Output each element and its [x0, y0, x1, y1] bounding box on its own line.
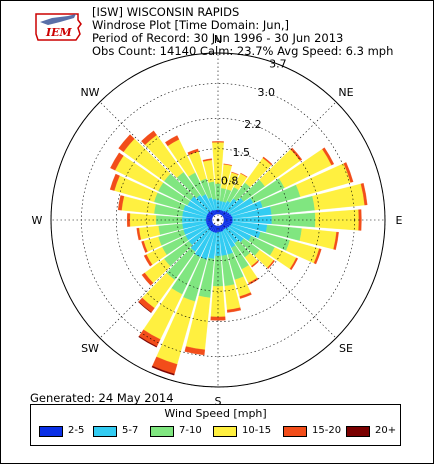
wedge-290-15-20 — [109, 173, 120, 191]
logo-text: IEM — [45, 26, 73, 39]
legend-swatch — [283, 426, 307, 437]
legend-swatch — [346, 426, 370, 437]
wedge-320-15-20 — [141, 130, 157, 146]
wedge-260-15-20 — [136, 227, 142, 241]
wedge-10-15-20 — [223, 163, 233, 166]
legend-label: 10-15 — [242, 425, 272, 436]
legend-swatch — [150, 426, 174, 437]
wedge-30-15-20 — [240, 172, 248, 178]
wedge-60-15-20 — [322, 147, 335, 166]
wedge-160-15-20 — [239, 292, 252, 299]
radial-tick-label: 3.7 — [269, 58, 287, 71]
wedge-330-15-20 — [165, 135, 180, 147]
wedge-180-15-20 — [210, 316, 226, 321]
wedge-80-15-20 — [360, 183, 368, 206]
wedge-90-10-15 — [314, 209, 360, 231]
wedge-130-15-20 — [267, 259, 275, 269]
legend-title: Wind Speed [mph] — [164, 407, 267, 420]
legend: Wind Speed [mph] 2-5 5-7 7-10 10-15 15-2… — [30, 404, 401, 446]
legend-label: 7-10 — [179, 425, 202, 436]
wedge-240-15-20 — [143, 254, 153, 267]
wedge-280-15-20 — [117, 195, 125, 211]
wedge-200-20+ — [151, 365, 175, 376]
wedge-250-15-20 — [141, 240, 148, 253]
compass-label-sw: SW — [81, 342, 99, 355]
radial-gridline-1 — [146, 148, 290, 292]
legend-swatch — [39, 426, 63, 437]
wedge-190-15-20 — [184, 346, 205, 356]
radial-tick-label: 3.0 — [258, 86, 276, 99]
legend-label: 5-7 — [122, 425, 139, 436]
wedge-0-15-20 — [212, 141, 224, 143]
wedge-40-15-20 — [262, 156, 273, 166]
plot-subtitle: Windrose Plot [Time Domain: Jun,] — [92, 18, 290, 32]
wedge-90-15-20 — [358, 209, 362, 231]
wedge-310-15-20 — [118, 134, 135, 153]
compass-label-n: N — [214, 33, 222, 46]
wedge-120-15-20 — [289, 257, 299, 271]
wedge-170-15-20 — [226, 307, 242, 313]
legend-swatch — [93, 426, 117, 437]
compass-label-ne: NE — [338, 86, 353, 99]
iem-logo: IEM — [35, 13, 82, 41]
wedge-230-15-20 — [141, 272, 154, 286]
legend-label: 2-5 — [68, 425, 85, 436]
wedge-70-15-20 — [343, 162, 354, 183]
wedge-350-15-20 — [202, 158, 213, 162]
legend-label: 20+ — [375, 425, 397, 436]
compass-label-se: SE — [339, 342, 353, 355]
wedge-210-20+ — [138, 335, 158, 348]
wedge-50-15-20 — [290, 147, 303, 161]
period-of-record: Period of Record: 30 Jun 1996 - 30 Jun 2… — [92, 31, 344, 45]
wedge-20-15-20 — [231, 171, 239, 176]
wedge-100-15-20 — [333, 231, 339, 250]
wedge-220-20+ — [138, 301, 152, 313]
radial-tick-label: 2.2 — [244, 118, 262, 131]
compass-label-w: W — [32, 214, 43, 227]
outer-ring — [50, 52, 386, 388]
wedge-140-15-20 — [251, 260, 259, 268]
compass-label-e: E — [396, 214, 403, 227]
compass-label-s: S — [215, 395, 222, 408]
generated-date: Generated: 24 May 2014 — [30, 391, 174, 405]
station-title: [ISW] WISCONSIN RAPIDS — [92, 5, 240, 19]
obs-summary: Obs Count: 14140 Calm: 23.7% Avg Speed: … — [92, 44, 394, 58]
legend-swatch — [213, 426, 237, 437]
radial-tick-label: 0.8 — [221, 174, 239, 187]
radial-gridline-2 — [115, 117, 321, 323]
compass-label-nw: NW — [80, 86, 99, 99]
legend-label: 15-20 — [312, 425, 342, 436]
wedge-0-5-7 — [216, 199, 220, 210]
radial-tick-label: 1.5 — [233, 146, 251, 159]
wedge-110-15-20 — [313, 248, 322, 265]
wedge-300-15-20 — [110, 152, 124, 171]
